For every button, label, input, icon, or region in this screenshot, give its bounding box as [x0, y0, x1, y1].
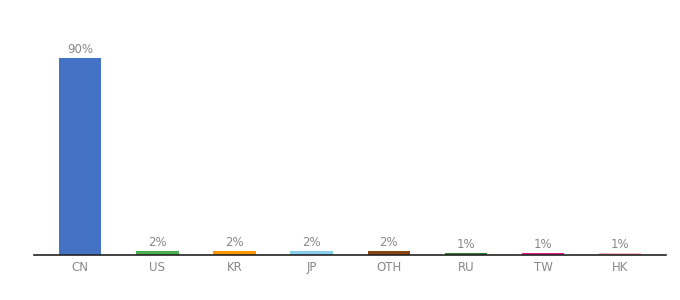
Bar [445, 253, 487, 255]
Bar [599, 253, 641, 255]
Text: 2%: 2% [303, 236, 321, 249]
Text: 90%: 90% [67, 43, 93, 56]
Bar [368, 250, 410, 255]
Text: 1%: 1% [611, 238, 630, 251]
Bar [290, 250, 333, 255]
Bar [136, 250, 179, 255]
Bar [214, 250, 256, 255]
Text: 1%: 1% [534, 238, 552, 251]
Bar [522, 253, 564, 255]
Text: 2%: 2% [148, 236, 167, 249]
Text: 1%: 1% [456, 238, 475, 251]
Text: 2%: 2% [225, 236, 244, 249]
Bar [59, 58, 101, 255]
Text: 2%: 2% [379, 236, 398, 249]
